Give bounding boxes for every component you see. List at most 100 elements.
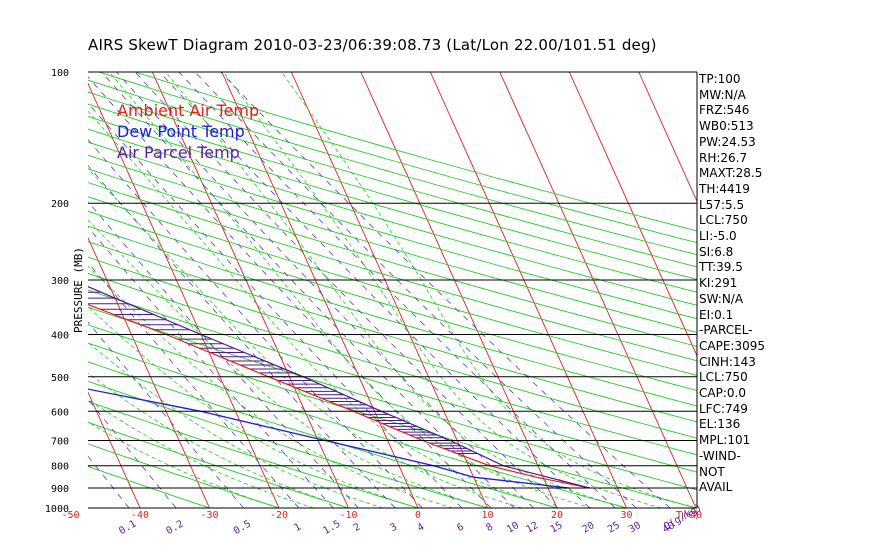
bottom-temp-tick-label: -10: [339, 510, 357, 521]
dry-adiabat-line: [88, 128, 697, 306]
bottom-temp-tick-label: 30: [620, 510, 632, 521]
pressure-tick-label: 900: [51, 484, 69, 495]
stat-item: MAXT:28.5: [699, 166, 763, 181]
dry-adiabat-line: [88, 324, 697, 508]
pressure-tick-label: 400: [51, 330, 69, 341]
dry-adiabat-line: [88, 380, 488, 508]
dry-adiabat-line: [88, 306, 697, 491]
bottom-temp-tick-label: 0: [415, 510, 421, 521]
dry-adiabat-line: [88, 342, 627, 508]
mixing-ratio-tick-label: 15: [549, 520, 565, 536]
moist-adiabat-line: [88, 306, 419, 508]
mixing-ratio-tick-label: 20: [581, 520, 597, 536]
isotherm-line: [568, 72, 697, 357]
isotherm-line: [151, 72, 349, 508]
mixing-ratio-tick-label: 40: [661, 520, 677, 536]
mixing-ratio-line: [88, 398, 177, 508]
dry-adiabat-line: [88, 289, 697, 473]
dry-adiabat-line: [88, 465, 210, 508]
pressure-tick-label: 800: [51, 462, 69, 473]
moist-adiabat-line: [222, 72, 662, 508]
legend-dewpoint: Dew Point Temp: [117, 122, 245, 141]
parcel-temp-line: [88, 286, 590, 489]
background-grid: [88, 72, 697, 508]
stat-item: CAP:0.0: [699, 386, 746, 401]
dry-adiabat-line: [88, 168, 697, 347]
stat-item: -PARCEL-: [699, 323, 753, 338]
stat-item: RH:26.7: [699, 150, 748, 165]
pressure-tick-label: 600: [51, 407, 69, 418]
mixing-ratio-line: [88, 226, 334, 508]
stat-item: LI:-5.0: [699, 229, 737, 244]
isotherm-line: [360, 72, 558, 508]
dry-adiabat-line: [88, 115, 697, 293]
dry-adiabat-line: [88, 154, 697, 333]
dry-adiabat-line: [88, 196, 697, 376]
stat-item: KI:291: [699, 276, 738, 291]
mixing-ratio-line: [88, 261, 300, 508]
bottom-temp-tick-label: 40: [690, 510, 702, 521]
axes: 1002003004005006007008009001000PRESSURE …: [45, 68, 704, 537]
stat-item: TH:4419: [699, 181, 750, 196]
legend-parcel: Air Parcel Temp: [117, 143, 240, 162]
stat-item: EI:0.1: [699, 307, 734, 322]
dry-adiabat-line: [88, 272, 697, 456]
mixing-ratio-tick-label: 0.1: [117, 519, 138, 538]
dry-adiabat-line: [88, 182, 697, 362]
mixing-ratio-line: [134, 72, 559, 508]
mixing-ratio-line: [116, 72, 534, 508]
stat-item: L57:5.5: [699, 197, 745, 212]
stat-item: NOT: [699, 464, 725, 479]
stat-item: LCL:750: [699, 370, 748, 385]
mixing-ratio-line: [88, 102, 463, 508]
ambient-temp-line: [88, 303, 590, 489]
stat-item: SW:N/A: [699, 291, 744, 306]
mixing-ratio-line: [159, 72, 591, 508]
dry-adiabat-line: [88, 256, 697, 439]
dry-adiabat-line: [88, 443, 280, 508]
stat-item: FRZ:546: [699, 103, 750, 118]
isotherm-line: [429, 72, 627, 508]
mixing-ratio-tick-label: 0.2: [164, 519, 185, 538]
moist-adiabat-line: [88, 219, 488, 508]
bottom-temp-tick-label: -30: [200, 510, 218, 521]
mixing-ratio-tick-label: 2: [352, 522, 363, 535]
pressure-tick-label: 700: [51, 436, 69, 447]
pressure-tick-label: 300: [51, 276, 69, 287]
dry-adiabat-line: [88, 79, 697, 256]
mixing-ratio-tick-label: 8: [484, 522, 495, 535]
dry-adiabat-line: [88, 210, 697, 391]
stat-item: MPL:101: [699, 433, 751, 448]
mixing-ratio-line: [88, 76, 492, 508]
stat-item: AVAIL: [699, 480, 733, 495]
bottom-temp-tick-label: -40: [131, 510, 149, 521]
moist-adiabat-line: [108, 72, 592, 508]
stat-item: TP:100: [699, 72, 741, 86]
bottom-temp-tick-label: 20: [551, 510, 563, 521]
y-axis-label: PRESSURE (MB): [72, 247, 85, 333]
stat-item: PW:24.53: [699, 134, 756, 149]
mixing-ratio-tick-label: 4: [416, 522, 427, 535]
mixing-ratio-tick-label: 6: [455, 522, 466, 535]
chart-title: AIRS SkewT Diagram 2010-03-23/06:39:08.7…: [88, 36, 657, 54]
mixing-ratio-tick-label: 10: [505, 520, 521, 536]
bottom-temp-tick-label: -50: [61, 510, 79, 521]
mixing-ratio-line: [194, 72, 637, 508]
dry-adiabat-line: [88, 91, 697, 268]
stat-item: LCL:750: [699, 213, 748, 228]
bottom-temp-tick-label: -20: [270, 510, 288, 521]
mixing-ratio-tick-label: 1: [292, 522, 303, 535]
stat-item: -WIND-: [699, 448, 741, 463]
dry-adiabat-line: [88, 241, 697, 423]
stat-item: LFC:749: [699, 401, 748, 416]
isotherm-line: [221, 72, 419, 508]
mixing-ratio-tick-label: 25: [606, 520, 622, 536]
mixing-ratio-line: [88, 201, 359, 508]
dry-adiabat-line: [88, 141, 697, 320]
legend-ambient: Ambient Air Temp: [117, 101, 260, 120]
isotherm-line: [499, 72, 697, 508]
stat-item: MW:N/A: [699, 87, 746, 102]
stat-item: WB0:513: [699, 119, 754, 134]
mixing-ratio-tick-label: 3: [389, 522, 400, 535]
mixing-ratio-tick-label: 1.5: [321, 519, 342, 538]
